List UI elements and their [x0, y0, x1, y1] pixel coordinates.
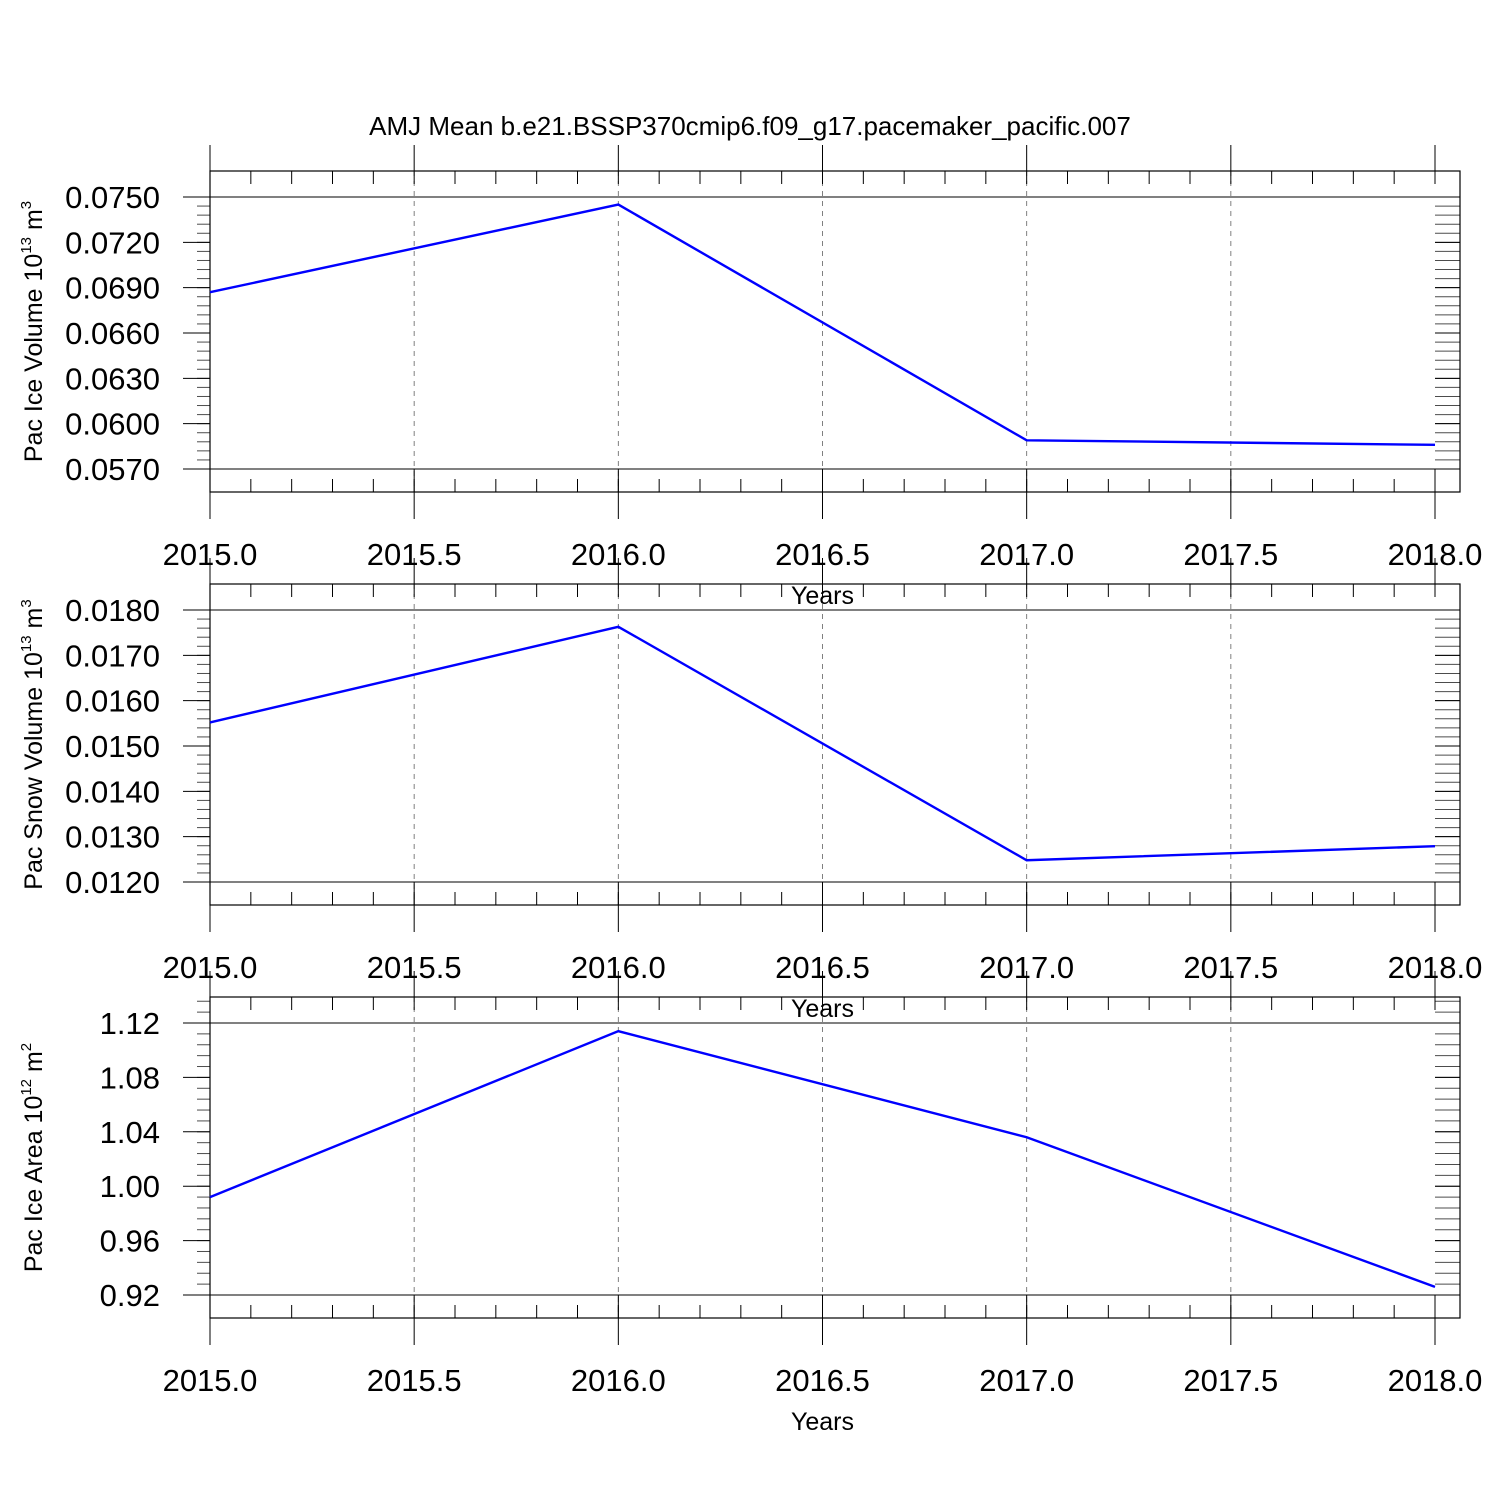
y-tick-label: 0.0630 [65, 361, 160, 396]
panel-2: 0.0120 0.0130 0.0140 0.0150 0.0160 0.0170 0.01… [18, 558, 1482, 1023]
y-tick-label: 1.04 [100, 1115, 160, 1150]
y-tick-label: 0.0140 [65, 774, 160, 809]
y-tick-label: 0.0170 [65, 638, 160, 673]
x-tick-label: 2016.0 [571, 1363, 666, 1398]
y-tick-label: 0.0660 [65, 316, 160, 351]
y-tick-label: 0.0570 [65, 452, 160, 487]
y-tick-label: 0.0160 [65, 684, 160, 719]
series-line [209, 1029, 1436, 1288]
plot-frame [209, 170, 1461, 493]
x-tick-label: 2018.0 [1388, 1363, 1483, 1398]
panels: 0.0570 0.0600 0.0630 0.0660 0.0690 0.0720 0.07… [18, 145, 1482, 1436]
y-axis-title: Pac Ice Volume 1013 m3 [18, 201, 48, 462]
y-tick-label: 1.08 [100, 1060, 160, 1095]
panel-3: 0.92 0.96 1.00 1.04 1.08 1.12 2015.0 2015.5 2016… [18, 971, 1482, 1436]
y-tick-label: 0.0120 [65, 865, 160, 900]
series-line [209, 625, 1436, 862]
plot-frame [209, 583, 1461, 906]
x-tick-label: 2015.0 [163, 1363, 258, 1398]
x-tick-label: 2015.5 [367, 1363, 462, 1398]
y-tick-label: 1.12 [100, 1006, 160, 1041]
plot-frame [209, 996, 1461, 1319]
y-tick-label: 0.0600 [65, 407, 160, 442]
y-tick-label: 0.96 [100, 1224, 160, 1259]
figure-title: AMJ Mean b.e21.BSSP370cmip6.f09_g17.pace… [369, 111, 1131, 141]
y-tick-label: 0.0720 [65, 225, 160, 260]
x-tick-label: 2016.5 [775, 1363, 870, 1398]
y-tick-label: 0.0130 [65, 820, 160, 855]
y-tick-label: 1.00 [100, 1169, 160, 1204]
y-tick-label: 0.0690 [65, 271, 160, 306]
y-tick-label: 0.0180 [65, 593, 160, 628]
y-tick-label: 0.0750 [65, 180, 160, 215]
series-line [209, 203, 1436, 447]
y-axis-title: Pac Snow Volume 1013 m3 [18, 599, 48, 889]
y-axis-title: Pac Ice Area 1012 m2 [18, 1043, 48, 1272]
x-axis-title: Years [791, 1408, 854, 1436]
x-tick-label: 2017.5 [1183, 1363, 1278, 1398]
x-tick-label: 2017.0 [979, 1363, 1074, 1398]
y-tick-label: 0.92 [100, 1278, 160, 1313]
y-tick-label: 0.0150 [65, 729, 160, 764]
